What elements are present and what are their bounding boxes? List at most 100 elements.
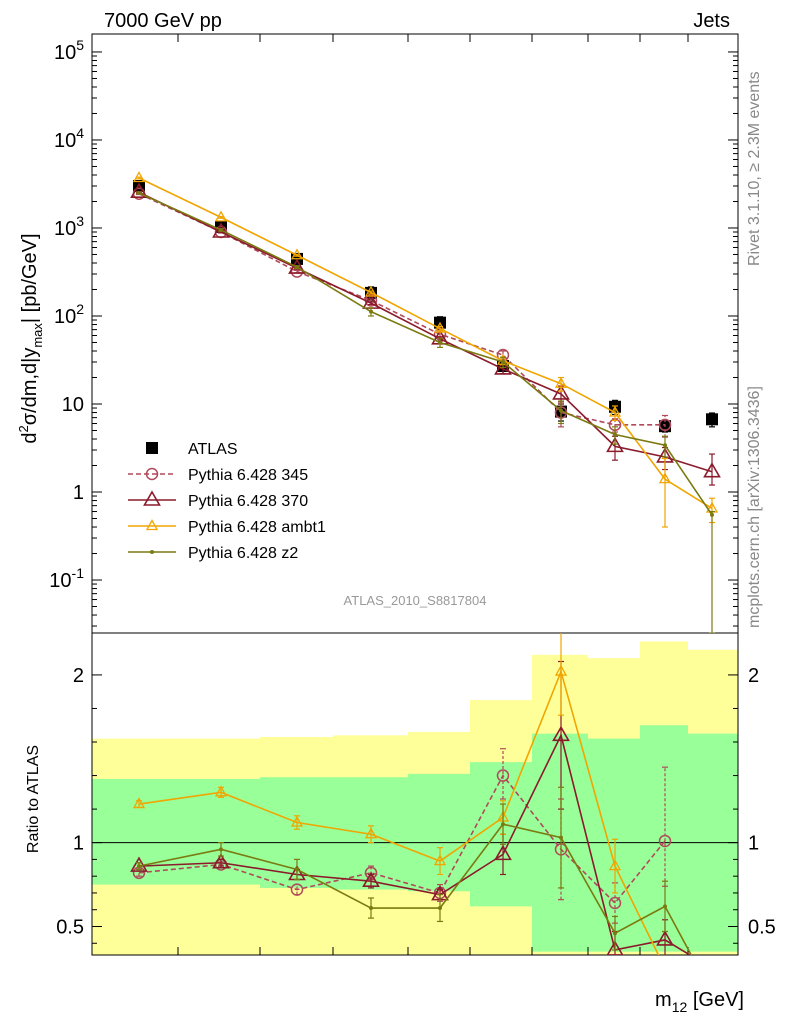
legend-marker: [143, 490, 161, 506]
data-point: [369, 309, 373, 314]
ratio-point: [290, 883, 304, 896]
main-series-3: [132, 171, 719, 528]
header-energy-label: 7000 GeV pp: [104, 10, 222, 32]
ratio-series-3: [132, 633, 670, 972]
y-tick-label: 104: [54, 125, 84, 152]
data-point: [212, 222, 230, 238]
ratio-y-ticks: [92, 674, 738, 944]
legend-label: Pythia 6.428 345: [188, 467, 308, 484]
band-inner-bin: [408, 773, 470, 892]
legend-label: Pythia 6.428 370: [188, 493, 308, 510]
data-point: [288, 258, 306, 274]
legend-marker: [150, 550, 154, 554]
ratio-point: [290, 815, 304, 827]
main-series-4: [136, 190, 715, 633]
ratio-point: [362, 871, 380, 888]
data-point: [137, 190, 141, 195]
ratio-point: [438, 906, 442, 911]
data-point: [658, 472, 672, 484]
data-point: [658, 418, 672, 432]
ratio-point: [658, 834, 672, 848]
ratio-tick-label: 2: [73, 665, 84, 687]
ratio-point: [554, 664, 568, 676]
band-inner-bin: [92, 778, 178, 885]
legend-label: Pythia 6.428 ambt1: [188, 519, 326, 536]
data-point: [130, 182, 148, 199]
ratio-line: [138, 774, 666, 905]
mcplots-reference-label: mcplots.cern.ch [arXiv:1306.3436]: [746, 386, 763, 628]
y-tick-label: 10-1: [49, 565, 84, 592]
data-point: [501, 360, 505, 365]
y-axis-label: d2σ/dm,d|ymax| [pb/GeV]: [16, 233, 45, 443]
x-axis-label: m12 [GeV]: [655, 989, 744, 1015]
ratio-point: [613, 931, 617, 936]
y-tick-label: 105: [54, 37, 84, 64]
ratio-point: [364, 827, 378, 839]
y-tick-label: 103: [54, 213, 84, 240]
ratio-plot-frame: [91, 632, 739, 956]
ratio-point: [295, 867, 299, 872]
ratio-tick-label: 0.5: [56, 916, 84, 938]
ratio-point: [501, 822, 505, 827]
data-point: [438, 340, 442, 345]
ratio-line: [138, 732, 692, 955]
ratio-point: [552, 725, 570, 742]
ratio-point: [433, 854, 447, 866]
main-y-ticks: [92, 51, 738, 627]
ratio-point: [369, 906, 373, 911]
legend-label: ATLAS: [188, 441, 238, 458]
ratio-point: [496, 769, 510, 782]
data-point: [559, 408, 563, 413]
legend-label: Pythia 6.428 z2: [188, 545, 298, 562]
band-inner-bin: [588, 738, 640, 952]
data-point: [706, 413, 718, 426]
legend-marker: [146, 442, 158, 454]
ratio-point: [219, 847, 223, 852]
data-point: [552, 384, 570, 400]
analysis-label: ATLAS_2010_S8817804: [344, 593, 487, 608]
ratio-point: [660, 963, 670, 972]
ratio-point: [559, 835, 563, 840]
ratio-point: [663, 904, 667, 909]
ratio-point: [608, 896, 622, 910]
ratio-tick-label: 1: [748, 833, 759, 855]
data-point: [364, 285, 378, 297]
ratio-point: [214, 785, 228, 797]
data-point: [703, 462, 721, 478]
legend-marker: [145, 467, 159, 481]
ratio-point: [608, 859, 622, 871]
data-point: [663, 443, 667, 448]
data-point: [295, 265, 299, 270]
x-ticks: [177, 34, 689, 955]
data-point: [608, 405, 622, 417]
ratio-point: [705, 960, 720, 973]
band-inner-bin: [178, 778, 260, 885]
ratio-series-4: [136, 786, 693, 955]
series-line: [138, 191, 713, 473]
ratio-point: [656, 930, 674, 946]
data-point: [613, 432, 617, 437]
series-line: [138, 177, 713, 510]
series-line: [138, 192, 713, 516]
header-process-label: Jets: [693, 10, 730, 32]
data-point: [132, 171, 146, 183]
y-tick-label: 10: [62, 394, 84, 416]
data-point: [290, 248, 304, 260]
ratio-point: [212, 853, 230, 869]
ratio-point: [137, 864, 141, 869]
band-inner-bin: [640, 725, 688, 952]
y-tick-label: 1: [73, 482, 84, 504]
data-point: [710, 512, 714, 517]
rivet-version-label: Rivet 3.1.10, ≥ 2.3M events: [746, 71, 763, 266]
data-point: [219, 227, 223, 232]
data-point: [554, 376, 568, 388]
ratio-line: [138, 823, 693, 955]
ratio-line: [138, 669, 660, 955]
ratio-tick-label: 1: [73, 833, 84, 855]
data-point: [214, 210, 228, 222]
ratio-tick-label: 0.5: [748, 916, 776, 938]
ratio-axis-label: Ratio to ATLAS: [25, 745, 42, 853]
data-point: [433, 321, 447, 333]
data-point: [606, 436, 624, 453]
